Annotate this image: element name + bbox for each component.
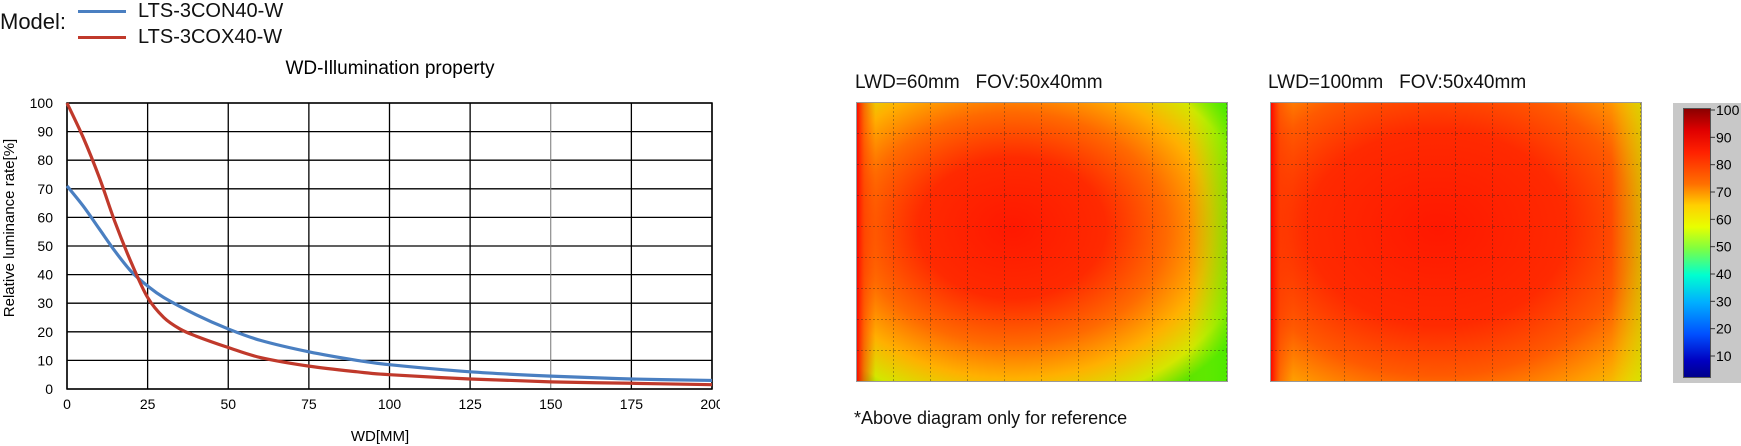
colorbar-tick-label: 100: [1716, 103, 1740, 118]
x-tick-label: 100: [378, 396, 402, 412]
colorbar-tick-label: 20: [1716, 321, 1732, 337]
x-tick-label: 50: [220, 396, 236, 412]
colorbar-tick-label: 10: [1716, 348, 1732, 364]
y-tick-label: 70: [37, 181, 53, 197]
colorbar-tick-label: 40: [1716, 266, 1732, 282]
colorbar-tick-label: 50: [1716, 239, 1732, 255]
x-axis-label: WD[MM]: [351, 428, 409, 445]
y-tick-label: 20: [37, 324, 53, 340]
y-tick-label: 10: [37, 352, 53, 368]
colorbar-tick-label: 60: [1716, 211, 1732, 227]
x-tick-label: 175: [620, 396, 644, 412]
chart-grid: [66, 102, 713, 390]
y-tick-label: 50: [37, 238, 53, 254]
chart-ticks: 0 10 20 30 40 50 60 70 80 90 100 0 25 50 75 100 125 150 17…: [30, 95, 720, 412]
y-tick-label: 80: [37, 152, 53, 168]
legend-label-1: LTS-3CON40-W: [138, 0, 284, 22]
chart-series: [65, 102, 713, 387]
plot-frame: [66, 102, 713, 390]
x-tick-label: 25: [140, 396, 156, 412]
heatmap-60mm: [856, 102, 1228, 382]
x-tick-label: 125: [458, 396, 482, 412]
legend-item-1: LTS-3CON40-W: [78, 0, 283, 23]
y-tick-label: 0: [45, 381, 53, 397]
heatmap-100mm-image: [1271, 103, 1641, 381]
chart-title: WD-Illumination property: [285, 58, 495, 79]
heatmap-title-60mm: LWD=60mm FOV:50x40mm: [855, 72, 1103, 93]
y-tick-label: 40: [37, 267, 53, 283]
y-tick-label: 100: [30, 95, 54, 111]
series-line-1: [65, 184, 713, 383]
y-axis-label: Relative luminance rate[%]: [1, 139, 18, 317]
heatmap-title-100mm: LWD=100mm FOV:50x40mm: [1268, 72, 1527, 93]
x-tick-label: 0: [63, 396, 71, 412]
legend-item-2: LTS-3COX40-W: [78, 26, 282, 49]
model-label: Model:: [0, 9, 67, 34]
y-tick-label: 60: [37, 209, 53, 225]
legend-swatch-2: [78, 36, 126, 39]
y-tick-label: 90: [37, 124, 53, 140]
heatmap-100mm: [1270, 102, 1642, 382]
x-tick-label: 200: [700, 396, 720, 412]
legend-label-2: LTS-3COX40-W: [138, 26, 283, 48]
colorbar-panel: 100 90 80 70 60 50 40 30 20 10: [1673, 103, 1741, 383]
series-line-2: [65, 102, 713, 387]
colorbar-tick-label: 30: [1716, 293, 1732, 309]
colorbar-ticks: 100 90 80 70 60 50 40 30 20 10: [1710, 103, 1740, 364]
heatmap-60mm-image: [857, 103, 1227, 381]
colorbar-tick-label: 70: [1716, 184, 1732, 200]
x-tick-label: 150: [539, 396, 563, 412]
reference-note: *Above diagram only for reference: [854, 408, 1128, 428]
colorbar-tick-label: 90: [1716, 129, 1732, 145]
x-tick-label: 75: [301, 396, 317, 412]
colorbar-gradient: [1683, 108, 1711, 378]
legend-swatch-1: [78, 10, 126, 13]
y-tick-label: 30: [37, 295, 53, 311]
colorbar-tick-label: 80: [1716, 157, 1732, 173]
wd-illumination-chart: WD-Illumination property 0 10 20 30 40 50 60 70…: [1, 58, 720, 445]
